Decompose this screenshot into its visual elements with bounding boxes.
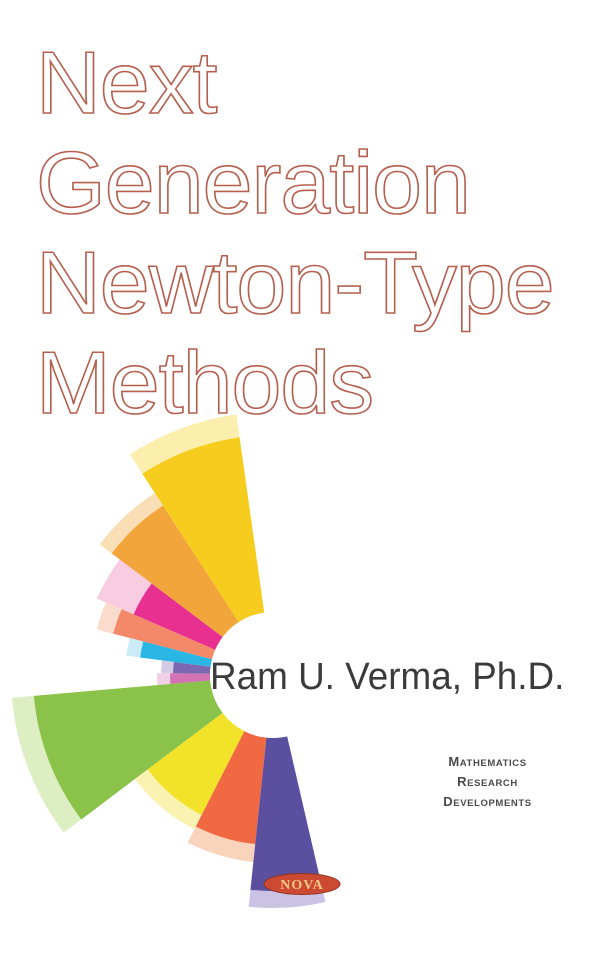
svg-text:NOVA: NOVA — [280, 878, 323, 893]
